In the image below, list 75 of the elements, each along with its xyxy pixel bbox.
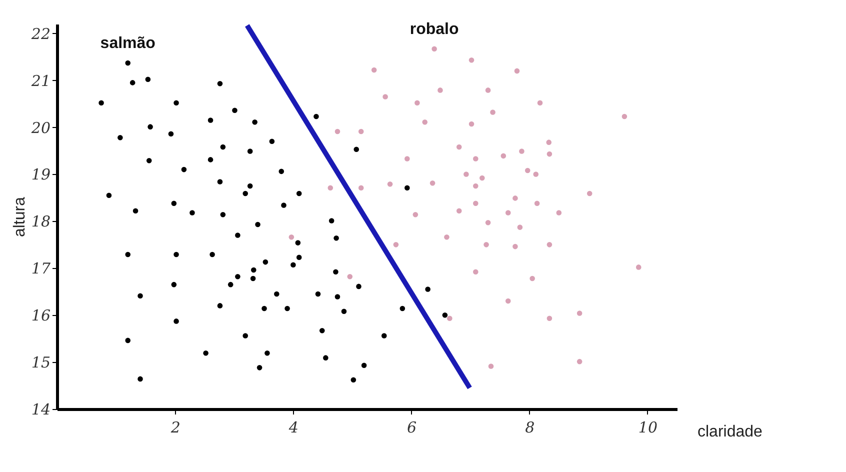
x-tick-label: 10: [638, 418, 658, 436]
point: [456, 208, 462, 214]
y-tick-label: 17: [31, 260, 51, 278]
point: [576, 358, 582, 364]
point: [412, 212, 418, 218]
point: [490, 110, 496, 115]
point: [444, 234, 450, 240]
point: [358, 185, 364, 190]
point: [505, 210, 511, 216]
point: [586, 190, 592, 196]
point: [473, 200, 478, 206]
point: [387, 181, 393, 187]
point: [473, 269, 478, 275]
point: [422, 119, 428, 125]
point: [488, 364, 494, 369]
point: [479, 175, 485, 181]
y-tick-label: 22: [30, 24, 50, 43]
point: [484, 242, 489, 248]
point: [382, 94, 388, 100]
point: [533, 172, 539, 177]
point: [512, 196, 518, 201]
series-label: salmão: [100, 34, 156, 52]
point: [468, 58, 474, 63]
point: [519, 148, 524, 154]
point: [485, 88, 491, 93]
point: [473, 183, 478, 189]
point: [447, 316, 452, 322]
y-tick-label: 16: [31, 306, 51, 325]
point: [328, 185, 334, 190]
point: [622, 114, 628, 120]
y-tick-label: 19: [31, 166, 51, 184]
point: [534, 200, 540, 206]
point: [347, 274, 353, 280]
point: [546, 242, 552, 248]
point: [430, 180, 436, 186]
point: [556, 210, 562, 216]
point: [456, 144, 462, 150]
point: [546, 151, 552, 157]
point: [576, 310, 582, 316]
point: [517, 224, 523, 230]
y-tick-label: 18: [31, 212, 50, 231]
x-axis-title: claridade: [698, 424, 763, 440]
y-tick-label: 15: [31, 354, 50, 372]
x-tick-label: 4: [288, 418, 298, 436]
point: [288, 234, 294, 240]
y-tick-label: 20: [30, 118, 51, 137]
point: [438, 88, 443, 93]
point: [393, 242, 399, 248]
point: [514, 68, 520, 74]
point: [432, 46, 437, 52]
point: [358, 128, 364, 134]
point: [404, 156, 410, 162]
point: [512, 244, 518, 250]
point: [500, 153, 506, 159]
point: [546, 316, 552, 322]
point: [524, 168, 530, 174]
point: [371, 67, 377, 73]
y-tick-label: 14: [31, 400, 50, 418]
series-label: robalo: [410, 20, 459, 38]
point: [414, 100, 420, 106]
point: [473, 156, 478, 162]
point: [546, 140, 552, 145]
point: [530, 276, 535, 282]
point: [334, 128, 340, 134]
point: [464, 172, 469, 177]
point: [468, 121, 474, 127]
y-axis-title: altura: [11, 196, 28, 238]
point: [505, 298, 511, 304]
x-tick-label: 8: [525, 418, 535, 436]
point: [537, 100, 543, 106]
x-tick-label: 2: [170, 418, 180, 436]
y-tick-label: 21: [30, 72, 50, 90]
point: [485, 220, 491, 226]
point: [636, 264, 642, 270]
x-tick-label: 6: [407, 418, 418, 436]
